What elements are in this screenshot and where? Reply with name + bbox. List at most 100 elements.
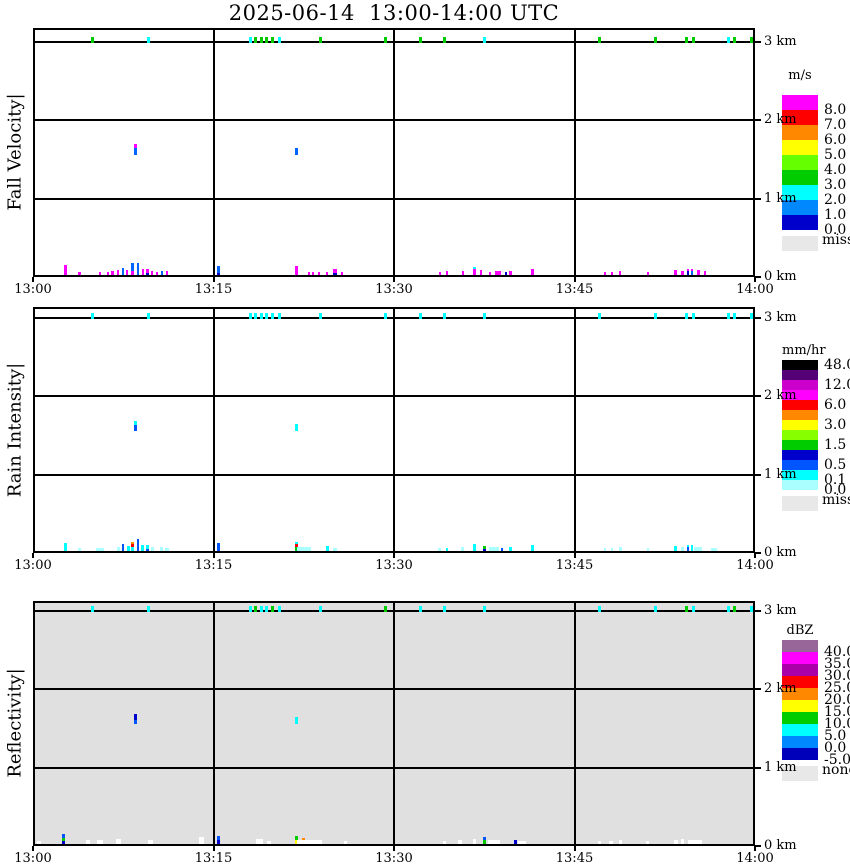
colorbar-label: 35.0 bbox=[824, 656, 850, 672]
surface-bar bbox=[598, 840, 602, 844]
surface-bar bbox=[86, 840, 91, 844]
echo-mark bbox=[254, 605, 258, 612]
surface-bar-seg bbox=[691, 271, 694, 275]
panel-fall-velocity bbox=[33, 28, 755, 277]
surface-bar-seg bbox=[117, 270, 120, 275]
colorbar-block bbox=[782, 712, 818, 724]
surface-bar bbox=[438, 547, 442, 551]
surface-bar-seg bbox=[445, 271, 448, 275]
surface-bar bbox=[482, 545, 486, 551]
colorbar-block bbox=[782, 640, 818, 652]
surface-bar-seg bbox=[696, 270, 700, 275]
surface-bar bbox=[295, 266, 298, 275]
surface-bar-seg bbox=[686, 544, 689, 548]
colorbar-block bbox=[782, 450, 818, 460]
echo-mark bbox=[749, 605, 753, 612]
echo-mark bbox=[598, 605, 602, 612]
surface-bar bbox=[110, 271, 114, 275]
aloft-mark-seg bbox=[295, 423, 298, 432]
km-tick bbox=[755, 119, 761, 121]
echo-mark bbox=[249, 36, 253, 43]
x-tick bbox=[212, 846, 215, 851]
surface-bar bbox=[603, 547, 606, 551]
surface-bar bbox=[501, 547, 504, 551]
grid-line-t15 bbox=[212, 28, 215, 277]
surface-bar bbox=[445, 547, 448, 551]
surface-bar bbox=[165, 271, 168, 275]
surface-bar bbox=[473, 543, 477, 551]
surface-bar-seg bbox=[473, 543, 477, 551]
surface-bar-seg bbox=[530, 544, 534, 551]
surface-bar-seg bbox=[598, 840, 602, 844]
surface-bar bbox=[514, 840, 517, 844]
surface-bar bbox=[610, 547, 613, 551]
km-tick bbox=[755, 845, 761, 847]
surface-bar bbox=[296, 547, 311, 551]
surface-bar-seg bbox=[610, 271, 613, 275]
grid-line-t45 bbox=[573, 601, 576, 846]
surface-bar bbox=[509, 547, 513, 551]
surface-bar-seg bbox=[473, 839, 477, 844]
surface-bar bbox=[136, 263, 139, 275]
surface-bar bbox=[216, 836, 220, 844]
colorbar-label: 40.0 bbox=[824, 644, 850, 660]
echo-mark bbox=[264, 605, 268, 612]
km-tick-label: 1 km bbox=[764, 190, 797, 206]
echo-mark bbox=[260, 605, 264, 612]
km-tick bbox=[755, 688, 761, 690]
surface-bar-seg bbox=[255, 839, 263, 844]
surface-bar bbox=[603, 271, 606, 275]
panel-rain-intensity bbox=[33, 307, 755, 553]
surface-bar-seg bbox=[110, 271, 114, 275]
echo-mark bbox=[653, 312, 657, 319]
colorbar-block bbox=[782, 360, 818, 370]
surface-bar-seg bbox=[99, 271, 102, 275]
surface-bar-seg bbox=[150, 547, 154, 551]
surface-bar bbox=[266, 840, 271, 844]
aloft-mark-seg bbox=[133, 144, 137, 149]
surface-bar bbox=[674, 546, 678, 551]
grid-line-t30 bbox=[393, 307, 395, 553]
surface-bar bbox=[145, 268, 149, 275]
colorbar-block bbox=[782, 400, 818, 410]
surface-bar bbox=[438, 271, 441, 275]
echo-mark bbox=[684, 312, 688, 319]
surface-bar bbox=[312, 271, 315, 275]
colorbar-label: 1.5 bbox=[824, 437, 847, 453]
surface-bar-seg bbox=[61, 833, 65, 838]
surface-bar bbox=[687, 840, 702, 844]
surface-bar bbox=[145, 544, 149, 551]
echo-mark bbox=[271, 312, 274, 319]
x-tick bbox=[754, 553, 756, 558]
km-tick bbox=[755, 552, 761, 554]
x-tick-label: 13:45 bbox=[555, 851, 594, 866]
echo-mark bbox=[384, 36, 388, 43]
surface-bar bbox=[333, 269, 337, 275]
surface-bar bbox=[458, 840, 463, 844]
surface-bar bbox=[608, 840, 613, 844]
surface-bar-seg bbox=[122, 267, 125, 275]
grid-line-t30 bbox=[393, 601, 395, 846]
echo-mark bbox=[419, 605, 422, 612]
surface-bar-seg bbox=[509, 547, 513, 551]
surface-bar bbox=[691, 268, 694, 275]
echo-mark bbox=[254, 36, 258, 43]
surface-bar-seg bbox=[141, 268, 144, 275]
colorbar-block bbox=[782, 664, 818, 676]
surface-bar bbox=[619, 271, 622, 275]
colorbar-block bbox=[782, 470, 818, 480]
colorbar-block bbox=[782, 420, 818, 430]
colorbar-title-dbz: dBZ bbox=[786, 623, 814, 638]
surface-bar-seg bbox=[686, 271, 689, 275]
surface-bar-seg bbox=[116, 547, 120, 551]
colorbar-block bbox=[782, 110, 818, 125]
km-tick-label: 1 km bbox=[764, 759, 797, 775]
echo-mark bbox=[733, 36, 736, 43]
surface-bar bbox=[461, 271, 464, 275]
surface-bar-seg bbox=[482, 545, 486, 549]
km-tick-label: 2 km bbox=[764, 388, 797, 403]
km-tick bbox=[755, 473, 761, 476]
x-tick bbox=[573, 553, 576, 558]
surface-bar-seg bbox=[461, 547, 465, 551]
colorbar-block bbox=[782, 380, 818, 390]
